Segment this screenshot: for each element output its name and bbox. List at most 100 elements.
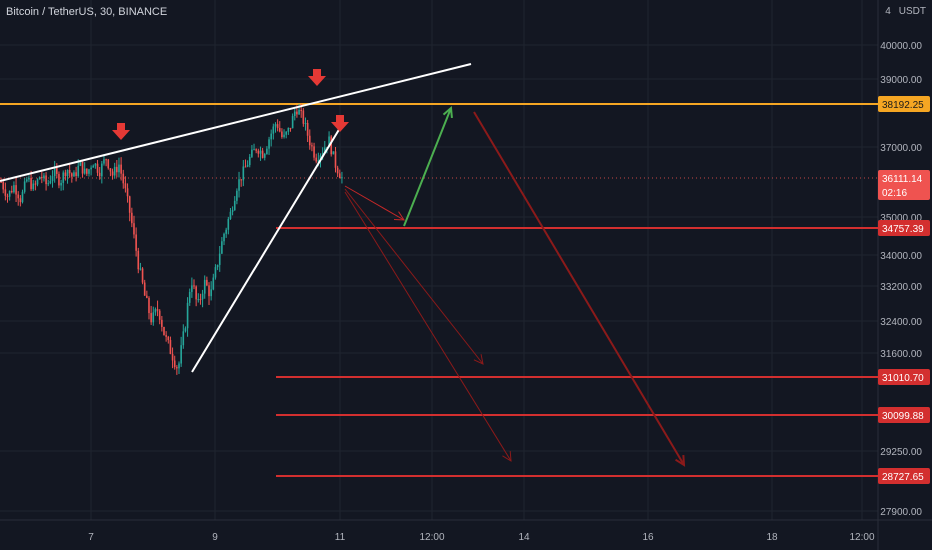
- candle-body[interactable]: [313, 146, 315, 158]
- candle-body[interactable]: [186, 302, 189, 329]
- candle-body[interactable]: [120, 164, 122, 174]
- candle-body[interactable]: [25, 179, 28, 182]
- candle-body[interactable]: [203, 279, 206, 294]
- candle-body[interactable]: [253, 149, 255, 151]
- candle-body[interactable]: [242, 166, 245, 181]
- candle-body[interactable]: [193, 285, 195, 287]
- candle-body[interactable]: [161, 319, 163, 327]
- candle-body[interactable]: [336, 167, 339, 174]
- candle-body[interactable]: [60, 182, 62, 186]
- candle-body[interactable]: [323, 147, 326, 153]
- candle-body[interactable]: [0, 181, 2, 183]
- candle-body[interactable]: [32, 183, 35, 190]
- candle-body[interactable]: [199, 299, 202, 301]
- candle-body[interactable]: [332, 151, 335, 155]
- candle-body[interactable]: [210, 289, 212, 297]
- projection-arrow-long[interactable]: [473, 111, 685, 466]
- candle-body[interactable]: [319, 155, 322, 161]
- price-label-support[interactable]: [878, 407, 930, 423]
- candle-body[interactable]: [274, 124, 277, 127]
- candle-body[interactable]: [281, 131, 283, 137]
- candle-body[interactable]: [221, 241, 223, 254]
- candle-body[interactable]: [171, 353, 174, 361]
- candle-body[interactable]: [133, 223, 135, 235]
- candle-body[interactable]: [300, 109, 303, 111]
- candle-body[interactable]: [139, 268, 142, 270]
- candle-body[interactable]: [169, 340, 172, 354]
- candle-body[interactable]: [216, 264, 219, 268]
- candle-body[interactable]: [291, 116, 294, 129]
- candle-body[interactable]: [244, 166, 247, 168]
- projection-arrow-mid[interactable]: [344, 188, 484, 365]
- candle-body[interactable]: [246, 165, 249, 167]
- candle-body[interactable]: [154, 309, 157, 313]
- candle-body[interactable]: [257, 150, 260, 154]
- candle-body[interactable]: [308, 135, 311, 146]
- price-label-support[interactable]: [878, 369, 930, 385]
- candle-body[interactable]: [118, 164, 120, 173]
- candle-body[interactable]: [268, 139, 270, 149]
- candle-body[interactable]: [195, 286, 197, 300]
- candle-body[interactable]: [111, 171, 114, 176]
- candle-body[interactable]: [261, 150, 264, 158]
- candle-body[interactable]: [131, 212, 133, 224]
- candle-body[interactable]: [6, 195, 9, 197]
- candle-body[interactable]: [8, 190, 11, 197]
- candle-body[interactable]: [10, 190, 13, 193]
- candle-body[interactable]: [81, 161, 84, 174]
- candle-body[interactable]: [341, 177, 343, 179]
- candle-body[interactable]: [176, 367, 178, 369]
- candle-body[interactable]: [178, 363, 180, 369]
- candle-body[interactable]: [338, 173, 341, 179]
- candle-body[interactable]: [272, 126, 275, 134]
- candle-body[interactable]: [62, 172, 65, 183]
- candle-body[interactable]: [255, 149, 257, 151]
- candle-body[interactable]: [47, 183, 50, 185]
- candle-body[interactable]: [49, 181, 52, 184]
- candle-body[interactable]: [4, 189, 7, 196]
- price-label-resistance[interactable]: [878, 96, 930, 112]
- candle-body[interactable]: [225, 229, 227, 234]
- candle-body[interactable]: [101, 163, 103, 177]
- candle-body[interactable]: [315, 157, 318, 162]
- candle-body[interactable]: [79, 161, 82, 166]
- candle-body[interactable]: [296, 111, 298, 115]
- candle-body[interactable]: [328, 136, 330, 148]
- candle-body[interactable]: [105, 159, 107, 161]
- candle-body[interactable]: [287, 127, 290, 132]
- candle-body[interactable]: [103, 159, 105, 164]
- candle-body[interactable]: [197, 299, 200, 301]
- candle-body[interactable]: [311, 145, 313, 147]
- candle-body[interactable]: [21, 191, 24, 203]
- candle-body[interactable]: [330, 136, 333, 155]
- price-label-support[interactable]: [878, 468, 930, 484]
- candle-body[interactable]: [15, 185, 17, 195]
- candle-body[interactable]: [38, 177, 41, 180]
- candle-body[interactable]: [98, 172, 101, 177]
- candle-body[interactable]: [2, 182, 5, 190]
- candle-body[interactable]: [28, 177, 30, 180]
- candle-body[interactable]: [227, 219, 230, 230]
- candle-body[interactable]: [150, 313, 152, 323]
- candle-body[interactable]: [304, 122, 307, 124]
- candle-body[interactable]: [141, 268, 144, 283]
- candle-body[interactable]: [289, 127, 292, 129]
- candle-body[interactable]: [182, 331, 185, 346]
- lower-trendline[interactable]: [191, 122, 344, 373]
- candle-body[interactable]: [109, 168, 112, 172]
- candle-body[interactable]: [236, 190, 238, 201]
- candle-body[interactable]: [40, 177, 43, 179]
- candle-body[interactable]: [165, 335, 167, 337]
- candle-body[interactable]: [146, 295, 148, 298]
- candle-body[interactable]: [77, 165, 80, 177]
- candle-body[interactable]: [218, 253, 221, 265]
- candle-body[interactable]: [58, 173, 60, 186]
- candle-body[interactable]: [94, 163, 97, 166]
- candle-body[interactable]: [30, 177, 32, 190]
- candle-body[interactable]: [163, 326, 165, 336]
- candle-body[interactable]: [126, 188, 129, 197]
- candle-body[interactable]: [298, 109, 300, 115]
- candle-body[interactable]: [88, 169, 90, 174]
- candle-body[interactable]: [233, 200, 236, 211]
